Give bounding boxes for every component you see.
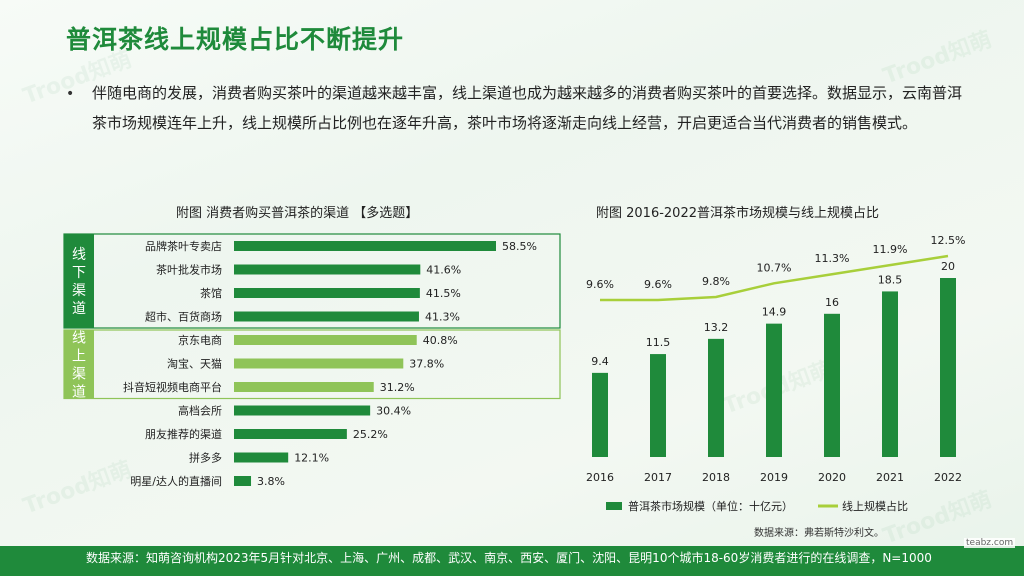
channel-bar bbox=[234, 358, 404, 369]
market-size-bar bbox=[708, 338, 724, 457]
online-share-label: 10.7% bbox=[757, 261, 792, 274]
chart-source-note: 数据来源：弗若斯特沙利文。 bbox=[754, 528, 884, 539]
channel-label: 拼多多 bbox=[189, 451, 222, 465]
channel-value-label: 3.8% bbox=[257, 475, 285, 488]
channel-bar bbox=[234, 476, 252, 486]
channel-bar bbox=[234, 429, 347, 439]
intro-paragraph: 伴随电商的发展，消费者购买茶叶的渠道越来越丰富，线上渠道也成为越来越多的消费者购… bbox=[92, 84, 963, 132]
year-tick-label: 2022 bbox=[934, 471, 962, 484]
channel-label: 高档会所 bbox=[178, 404, 222, 418]
channel-bar bbox=[234, 288, 420, 298]
channel-value-label: 41.5% bbox=[426, 287, 461, 300]
channel-value-label: 37.8% bbox=[409, 358, 444, 371]
market-size-label: 18.5 bbox=[878, 273, 903, 286]
page-title: 普洱茶线上规模占比不断提升 bbox=[66, 25, 405, 54]
channel-bar bbox=[234, 264, 421, 275]
channel-label: 朋友推荐的渠道 bbox=[145, 427, 222, 441]
market-size-bar bbox=[940, 278, 956, 457]
market-size-label: 14.9 bbox=[762, 306, 787, 319]
year-tick-label: 2018 bbox=[702, 471, 730, 484]
online-share-label: 12.5% bbox=[931, 234, 966, 247]
year-tick-label: 2021 bbox=[876, 471, 904, 484]
market-size-bar bbox=[882, 291, 898, 457]
channel-bar bbox=[234, 405, 371, 416]
channel-bar bbox=[234, 335, 417, 345]
online-share-line bbox=[600, 254, 949, 302]
channel-label: 抖音短视频电商平台 bbox=[123, 380, 222, 394]
year-tick-label: 2019 bbox=[760, 471, 788, 484]
channel-value-label: 12.1% bbox=[294, 452, 329, 465]
market-size-bar bbox=[592, 372, 608, 457]
market-size-label: 13.2 bbox=[704, 321, 729, 334]
channel-value-label: 40.8% bbox=[423, 334, 458, 347]
left-chart-title: 附图 消费者购买普洱茶的渠道 【多选题】 bbox=[176, 206, 419, 221]
market-size-label: 16 bbox=[825, 296, 839, 309]
online-share-label: 11.9% bbox=[873, 243, 908, 256]
year-tick-label: 2017 bbox=[644, 471, 672, 484]
offline-group-label: 线下渠道 bbox=[72, 247, 86, 317]
market-size-bar bbox=[650, 354, 666, 457]
market-size-label: 20 bbox=[941, 260, 955, 273]
channel-label: 淘宝、天猫 bbox=[167, 357, 222, 371]
online-share-label: 9.8% bbox=[702, 275, 730, 288]
legend-bar-swatch bbox=[606, 502, 622, 510]
legend-bar-label: 普洱茶市场规模（单位：十亿元） bbox=[628, 499, 793, 513]
channel-bar bbox=[234, 382, 374, 392]
offline-group-tab bbox=[64, 234, 94, 328]
channel-bar bbox=[234, 241, 496, 251]
online-group-tab bbox=[64, 330, 94, 399]
online-group-label: 线上渠道 bbox=[72, 330, 86, 400]
right-chart-title: 附图 2016-2022普洱茶市场规模与线上规模占比 bbox=[596, 206, 879, 221]
online-share-label: 9.6% bbox=[644, 278, 672, 291]
channel-bar bbox=[234, 452, 289, 463]
channel-value-label: 25.2% bbox=[353, 428, 388, 441]
market-size-label: 9.4 bbox=[591, 355, 609, 368]
legend-line-label: 线上规模占比 bbox=[842, 499, 908, 513]
footer-source-text: 数据来源：知萌咨询机构2023年5月针对北京、上海、广州、成都、武汉、南京、西安… bbox=[86, 551, 932, 565]
footer-bar bbox=[0, 546, 1024, 576]
site-watermark: teabz.com bbox=[964, 538, 1016, 548]
channel-label: 超市、百货商场 bbox=[145, 310, 222, 324]
market-size-bar bbox=[766, 323, 782, 457]
channel-value-label: 31.2% bbox=[380, 381, 415, 394]
year-tick-label: 2020 bbox=[818, 471, 846, 484]
channel-value-label: 58.5% bbox=[502, 240, 537, 253]
channel-label: 明星/达人的直播间 bbox=[130, 474, 222, 488]
channel-label: 京东电商 bbox=[178, 333, 222, 347]
channel-value-label: 30.4% bbox=[376, 405, 411, 418]
channel-label: 品牌茶叶专卖店 bbox=[145, 239, 222, 253]
channel-label: 茶馆 bbox=[200, 286, 222, 300]
bullet-marker: • bbox=[66, 86, 75, 102]
online-share-label: 9.6% bbox=[586, 278, 614, 291]
year-tick-label: 2016 bbox=[586, 471, 614, 484]
channel-value-label: 41.6% bbox=[426, 264, 461, 277]
online-share-label: 11.3% bbox=[815, 252, 850, 265]
market-size-bar bbox=[824, 313, 840, 457]
channel-value-label: 41.3% bbox=[425, 311, 460, 324]
channel-label: 茶叶批发市场 bbox=[156, 263, 222, 277]
channel-bar bbox=[234, 311, 419, 322]
market-size-label: 11.5 bbox=[646, 336, 671, 349]
